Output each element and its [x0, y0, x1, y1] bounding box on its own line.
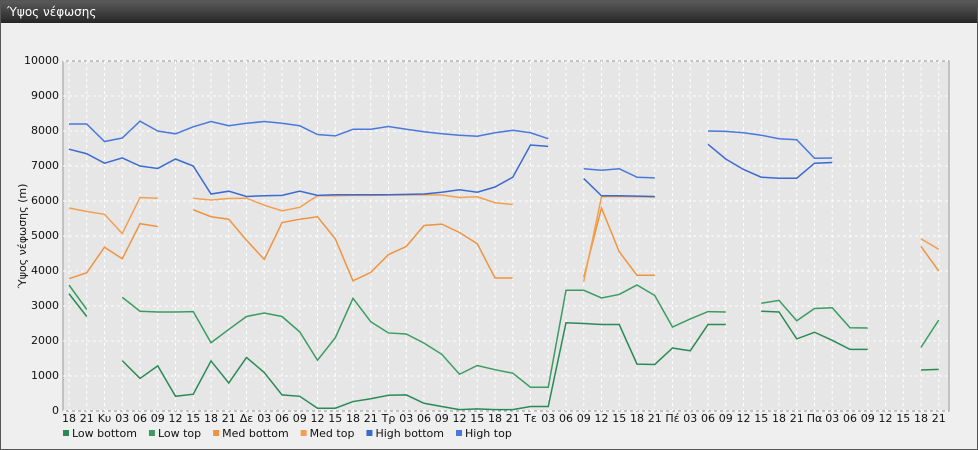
x-tick-label: 03 — [683, 412, 697, 425]
x-tick-label: 21 — [648, 412, 662, 425]
x-tick-label: 09 — [293, 412, 307, 425]
series-line — [68, 293, 939, 411]
x-tick-label: 12 — [737, 412, 751, 425]
y-tick-label: 3000 — [31, 299, 59, 312]
x-tick-label: 09 — [719, 412, 733, 425]
x-tick-label: 09 — [861, 412, 875, 425]
x-tick-label: 15 — [186, 412, 200, 425]
x-tick-label: Πέ — [665, 412, 679, 425]
x-tick-label: 21 — [790, 412, 804, 425]
legend-label: Med top — [310, 427, 355, 440]
x-tick-label: 06 — [701, 412, 715, 425]
legend-swatch — [366, 430, 373, 436]
x-tick-label: 18 — [488, 412, 502, 425]
series-line — [69, 120, 833, 179]
y-tick-label: 5000 — [31, 229, 59, 242]
x-tick-label: 15 — [754, 412, 768, 425]
y-tick-label: 6000 — [31, 194, 59, 207]
legend-label: Low bottom — [72, 427, 137, 440]
chart: Ύψος νέφωσης (m) 0 1000 2000 3000 4000 5000 60… — [16, 54, 950, 440]
x-tick-label: Πα — [807, 412, 823, 425]
x-tick-label: 21 — [364, 412, 378, 425]
series-line — [68, 143, 833, 198]
x-tick-label: 18 — [914, 412, 928, 425]
legend-label: High top — [465, 427, 512, 440]
legend-label: Med bottom — [222, 427, 289, 440]
legend-swatch — [456, 430, 462, 436]
y-tick-label: 4000 — [31, 264, 59, 277]
x-tick-label: 12 — [453, 412, 467, 425]
x-tick-label: 18 — [346, 412, 360, 425]
x-tick-label: 03 — [825, 412, 839, 425]
panel-title: Ύψος νέφωσης — [1, 1, 977, 23]
x-tick-label: 18 — [630, 412, 644, 425]
legend-label: High bottom — [375, 427, 444, 440]
legend-label: Low top — [158, 427, 201, 440]
x-tick-label: 21 — [80, 412, 94, 425]
x-tick-label: 09 — [151, 412, 165, 425]
x-tick-label: Τε — [523, 412, 537, 425]
x-tick-label: Δε — [240, 412, 254, 425]
x-tick-label: 03 — [399, 412, 413, 425]
legend-swatch — [148, 430, 155, 436]
x-tick-label: 09 — [435, 412, 449, 425]
series-line — [68, 205, 940, 282]
x-tick-label: 09 — [577, 412, 591, 425]
y-tick-label: 9000 — [31, 89, 59, 102]
x-tick-label: 15 — [470, 412, 484, 425]
y-tick-label: 10000 — [24, 54, 59, 67]
y-tick-label: 8000 — [31, 124, 59, 137]
y-axis-label: Ύψος νέφωσης (m) — [16, 184, 29, 290]
x-tick-label: 03 — [541, 412, 555, 425]
legend-swatch — [63, 430, 69, 436]
x-tick-label: Κυ — [98, 412, 112, 425]
legend-swatch — [213, 430, 220, 436]
x-tick-label: 03 — [257, 412, 271, 425]
legend-swatch — [300, 430, 307, 436]
series-line — [68, 284, 940, 388]
x-tick-label: 21 — [506, 412, 520, 425]
x-tick-label: 12 — [879, 412, 893, 425]
y-tick-label: 1000 — [31, 369, 59, 382]
x-tick-label: 18 — [772, 412, 786, 425]
x-tick-label: 06 — [843, 412, 857, 425]
x-tick-label: 21 — [932, 412, 946, 425]
x-tick-label: 21 — [222, 412, 236, 425]
x-tick-label: 15 — [896, 412, 910, 425]
x-tick-label: 06 — [133, 412, 147, 425]
x-tick-label: 15 — [612, 412, 626, 425]
x-tick-label: 06 — [559, 412, 573, 425]
y-tick-label: 7000 — [31, 159, 59, 172]
x-tick-label: 06 — [417, 412, 431, 425]
x-tick-label: Τρ — [381, 412, 396, 425]
x-tick-label: 18 — [62, 412, 76, 425]
y-tick-label: 0 — [52, 404, 59, 417]
x-tick-label: 12 — [311, 412, 325, 425]
x-tick-label: 15 — [328, 412, 342, 425]
x-tick-label: 12 — [169, 412, 183, 425]
y-tick-label: 2000 — [31, 334, 59, 347]
x-tick-label: 12 — [595, 412, 609, 425]
x-tick-label: 06 — [275, 412, 289, 425]
x-tick-label: 03 — [115, 412, 129, 425]
x-tick-label: 18 — [204, 412, 218, 425]
